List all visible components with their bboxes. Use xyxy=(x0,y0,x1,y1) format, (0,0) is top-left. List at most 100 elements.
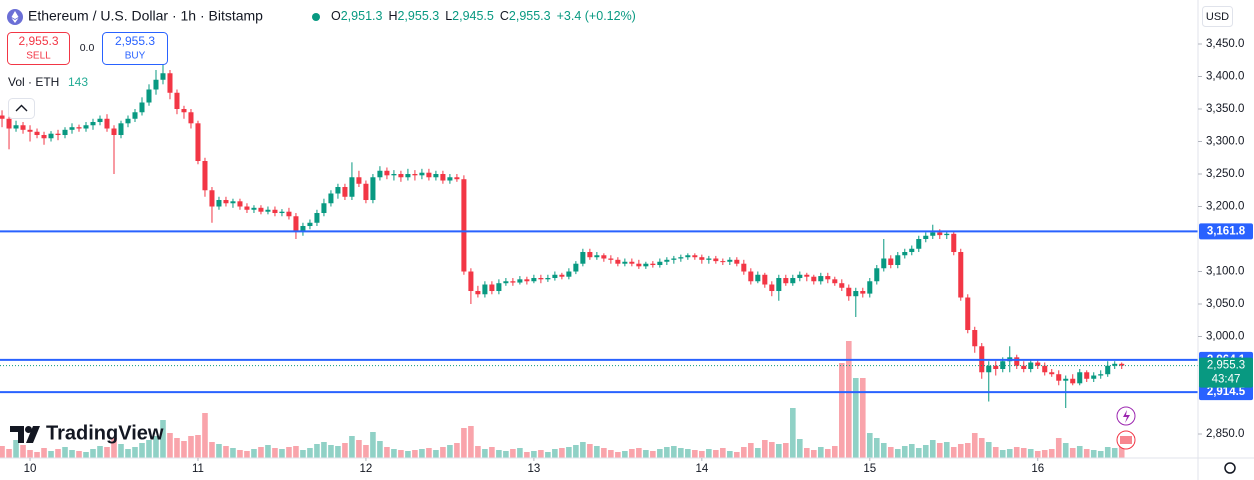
volume-bar xyxy=(419,449,425,458)
volume-bar xyxy=(489,447,495,458)
currency: USD xyxy=(1206,11,1229,23)
currency-button[interactable] xyxy=(1202,6,1233,27)
candle-body xyxy=(916,239,922,249)
candle-body xyxy=(83,125,89,129)
volume-bar xyxy=(811,450,817,458)
candle-body xyxy=(531,278,537,282)
volume-bar xyxy=(356,440,362,458)
candle-body xyxy=(1042,365,1048,373)
level-label: 3,161.8 xyxy=(1207,225,1246,237)
volume-bar xyxy=(657,449,663,458)
volume-bar xyxy=(804,448,810,458)
candle-body xyxy=(545,278,551,280)
volume-bar xyxy=(566,447,572,458)
volume-bar xyxy=(985,442,992,458)
chart-title[interactable]: Ethereum / U.S. Dollar · 1h · Bitstamp xyxy=(28,8,263,24)
level-label-bg xyxy=(1199,223,1253,240)
buy-button[interactable] xyxy=(102,32,168,65)
price-pane xyxy=(0,55,1125,409)
volume-bar xyxy=(664,447,670,458)
candle-body xyxy=(468,271,474,292)
candle-body xyxy=(510,281,516,283)
candle-body xyxy=(440,174,446,181)
volume-bar xyxy=(776,444,782,458)
volume-bar xyxy=(286,447,292,458)
candle-body xyxy=(41,135,47,139)
candle-body xyxy=(874,268,880,282)
volume-bar xyxy=(859,378,866,458)
candle-body xyxy=(76,127,82,129)
volume-bar xyxy=(48,451,54,458)
candle-body xyxy=(174,92,180,110)
volume-bar xyxy=(279,449,285,458)
candle-body xyxy=(720,261,726,263)
collapse-button[interactable] xyxy=(8,98,35,119)
candle-body xyxy=(265,209,271,212)
volume-bar xyxy=(517,448,523,458)
volume-bar xyxy=(1027,449,1034,458)
candle-body xyxy=(524,279,530,282)
volume-bar xyxy=(1055,438,1062,458)
candle-body xyxy=(748,271,754,282)
volume-bar xyxy=(545,452,551,458)
x-tick-label: 12 xyxy=(360,463,373,475)
candle-body xyxy=(622,261,628,264)
volume-bar xyxy=(300,450,306,458)
volume-bar xyxy=(629,449,635,458)
volume-bar xyxy=(936,443,943,458)
candle-body xyxy=(699,257,705,260)
candle-body xyxy=(965,297,971,331)
y-tick-label: 2,850.0 xyxy=(1206,428,1244,440)
candle-body xyxy=(1091,375,1097,379)
volume-bar xyxy=(943,442,950,458)
candle-body xyxy=(118,123,124,136)
candle-body xyxy=(454,177,460,180)
candle-body xyxy=(335,187,341,194)
volume-bar xyxy=(111,438,117,458)
volume-bar xyxy=(307,448,313,458)
volume-bar xyxy=(1069,448,1076,458)
y-tick-label: 3,100.0 xyxy=(1206,266,1244,278)
candle-body xyxy=(62,129,68,136)
candle-body xyxy=(279,211,285,214)
volume-bar xyxy=(209,442,215,458)
y-tick-label: 3,350.0 xyxy=(1206,103,1244,115)
volume-bar xyxy=(880,443,887,458)
candle-body xyxy=(300,226,306,232)
volume-bar xyxy=(230,448,236,458)
candle-body xyxy=(27,129,33,132)
candle-body xyxy=(741,263,747,272)
candle-body xyxy=(370,177,376,201)
sell-button[interactable] xyxy=(7,32,70,65)
candle-body xyxy=(482,284,488,295)
candle-body xyxy=(657,261,663,266)
volume-bar xyxy=(447,445,453,458)
volume-bar xyxy=(594,446,600,458)
candle-body xyxy=(888,258,894,266)
volume-bar xyxy=(762,440,768,458)
candle-body xyxy=(587,252,593,258)
volume-bar xyxy=(398,450,404,458)
volume-bar xyxy=(748,443,754,458)
candle-body xyxy=(692,255,698,258)
volume-bar xyxy=(237,450,243,458)
volume-bar xyxy=(1104,447,1111,458)
settings-icon[interactable] xyxy=(1224,462,1236,474)
volume-bar xyxy=(391,449,397,458)
volume-bar xyxy=(636,448,642,458)
volume-bar xyxy=(69,450,75,458)
candle-body xyxy=(321,203,327,214)
candle-body xyxy=(461,179,467,272)
candle-body xyxy=(629,261,635,264)
volume-bar xyxy=(734,452,740,458)
x-tick-label: 15 xyxy=(863,463,876,475)
candle-body xyxy=(881,258,887,269)
brand-logo-dot xyxy=(25,426,32,433)
candle-body xyxy=(202,161,208,191)
volume-bar xyxy=(503,451,509,458)
volume-bar xyxy=(650,451,656,458)
volume-bar xyxy=(482,449,488,458)
volume-bar xyxy=(915,448,922,458)
volume-bar xyxy=(496,450,502,458)
candle-body xyxy=(650,263,656,266)
